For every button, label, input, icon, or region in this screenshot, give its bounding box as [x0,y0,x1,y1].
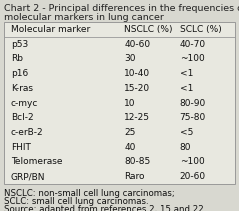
Text: 40: 40 [124,143,136,152]
Text: 40-70: 40-70 [179,40,206,49]
Text: <1: <1 [179,69,193,78]
Text: 80-85: 80-85 [124,157,150,166]
Text: p53: p53 [11,40,28,49]
Text: FHIT: FHIT [11,143,31,152]
Text: molecular markers in lung cancer: molecular markers in lung cancer [4,13,164,22]
Text: Rb: Rb [11,54,23,63]
Text: Bcl-2: Bcl-2 [11,113,33,122]
Text: 40-60: 40-60 [124,40,150,49]
Text: 30: 30 [124,54,136,63]
Text: Raro: Raro [124,172,145,181]
Text: K-ras: K-ras [11,84,33,93]
Text: ~100: ~100 [179,54,204,63]
Text: p16: p16 [11,69,28,78]
Text: <5: <5 [179,128,193,137]
Text: Source: adapted from references 2, 15 and 22: Source: adapted from references 2, 15 an… [4,205,204,211]
Text: 10: 10 [124,99,136,107]
Text: NSCLC (%): NSCLC (%) [124,25,173,34]
Text: 15-20: 15-20 [124,84,150,93]
Text: 12-25: 12-25 [124,113,150,122]
Text: 20-60: 20-60 [179,172,206,181]
Bar [4,22,235,184]
Text: 10-40: 10-40 [124,69,150,78]
Text: <1: <1 [179,84,193,93]
Text: ~100: ~100 [179,157,204,166]
Text: Chart 2 - Principal differences in the frequencies of: Chart 2 - Principal differences in the f… [4,4,239,13]
Text: GRP/BN: GRP/BN [11,172,45,181]
Text: 80: 80 [179,143,191,152]
Text: 75-80: 75-80 [179,113,206,122]
Text: Molecular marker: Molecular marker [11,25,90,34]
Text: 25: 25 [124,128,136,137]
Text: NSCLC: non-small cell lung carcinomas;: NSCLC: non-small cell lung carcinomas; [4,189,175,198]
Text: SCLC: small cell lung carcinomas.: SCLC: small cell lung carcinomas. [4,197,149,206]
Text: c-erB-2: c-erB-2 [11,128,43,137]
Text: SCLC (%): SCLC (%) [179,25,221,34]
Text: 80-90: 80-90 [179,99,206,107]
Text: Telomerase: Telomerase [11,157,62,166]
Text: c-myc: c-myc [11,99,38,107]
